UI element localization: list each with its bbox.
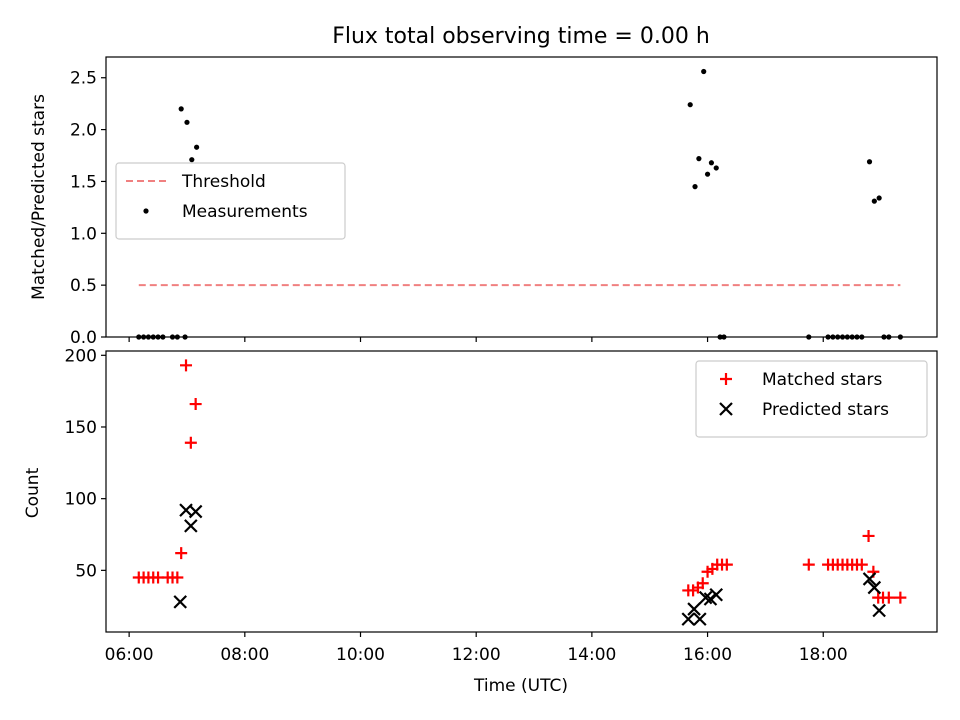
top-y-tick-label: 0.0 [70,328,97,348]
x-axis-label: Time (UTC) [473,676,568,696]
top-point [692,184,698,190]
top-legend-label: Measurements [182,202,308,222]
top-y-tick-label: 0.5 [70,276,97,296]
bottom-series-1 [173,503,886,626]
bottom-point [802,558,815,571]
bottom-legend-handle [719,402,733,416]
top-legend: Threshold Measurements [115,162,346,240]
bottom-point [698,590,713,605]
bottom-point [171,571,184,584]
bottom-point [720,558,733,571]
top-point [184,119,190,125]
bottom-y-tick-label: 200 [65,346,97,366]
bottom-point [188,504,203,519]
bottom-point [180,359,193,372]
top-point [871,198,877,204]
bottom-legend-label: Matched stars [762,370,882,390]
top-legend-label: Threshold [181,172,266,192]
bottom-point [184,519,198,533]
bottom-legend-label: Predicted stars [762,400,889,420]
top-y-tick-label: 1.5 [70,172,97,192]
bottom-point [855,558,868,571]
bottom-axes-frame [105,350,938,633]
bottom-series-0 [132,359,907,604]
bottom-point [693,612,707,626]
bottom-x-tick-label: 12:00 [452,645,501,665]
top-point [866,159,873,165]
top-y-axis-label: Matched/Predicted stars [29,94,49,300]
bottom-y-tick-label: 100 [65,490,97,510]
bottom-x-tick-label: 18:00 [799,645,848,665]
bottom-point [681,612,696,626]
top-point [696,156,702,162]
top-point [713,165,719,171]
top-chart-title: Flux total observing time = 0.00 h [332,24,710,49]
bottom-point [696,577,709,590]
top-chart: 0.0 0.5 1.0 1.5 2.0 2.5 Threshold Measurements [70,56,938,348]
bottom-chart: 50 100 150 200 06:00 08:00 10:00 12:00 14:00 16:0… [65,346,938,665]
top-point [701,68,707,75]
bottom-y-axis-label: Count [23,467,43,518]
top-y-tick-label: 2.5 [70,69,97,89]
bottom-legend: Matched stars Predicted stars [695,360,928,438]
bottom-legend-box [695,360,928,438]
top-point [687,102,693,108]
bottom-x-tick-label: 14:00 [567,645,616,665]
top-point [704,171,711,177]
bottom-point [709,587,724,602]
top-point [194,144,200,150]
bottom-y-tick-label: 50 [75,561,97,581]
bottom-point [687,602,701,616]
top-axes-frame [105,56,938,338]
top-legend-box [115,162,346,240]
top-point [876,195,882,201]
bottom-point [173,595,188,609]
bottom-point [867,580,882,595]
top-point [708,160,715,166]
bottom-point [862,529,875,542]
top-y-tick-label: 1.0 [70,224,97,244]
bottom-point [862,572,877,586]
top-point [178,106,184,112]
bottom-x-tick-label: 06:00 [105,645,154,665]
bottom-point [184,436,197,449]
bottom-point [894,591,907,604]
bottom-x-tick-label: 16:00 [683,645,732,665]
bottom-point [882,591,895,604]
bottom-x-tick-label: 10:00 [336,645,385,665]
bottom-point [175,547,188,560]
top-point [189,157,195,163]
top-legend-handle [143,208,149,214]
top-y-tick-label: 2.0 [70,121,97,141]
bottom-y-tick-label: 150 [65,418,97,438]
bottom-x-tick-label: 08:00 [220,645,269,665]
bottom-legend-handle [720,373,732,385]
bottom-point [189,398,202,411]
bottom-point [872,603,886,618]
